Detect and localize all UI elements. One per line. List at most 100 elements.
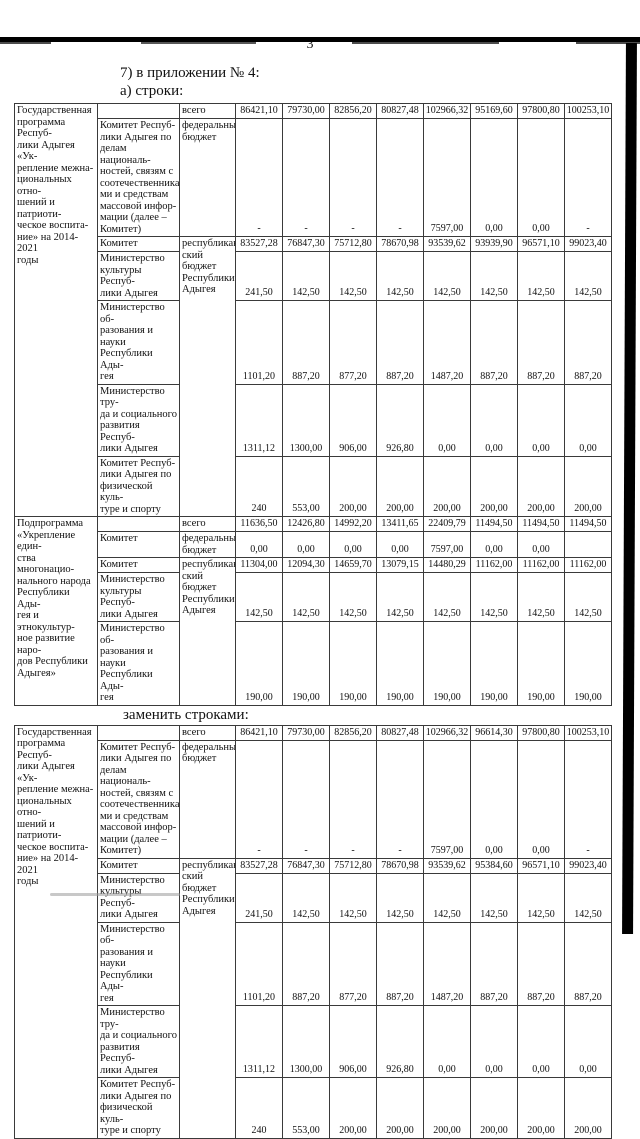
table-row: Министерство культуры Респуб- лики Адыге…: [15, 251, 612, 301]
amount-cell: 190,00: [517, 621, 565, 706]
amount-cell: 142,50: [282, 572, 330, 622]
amount-cell: 0,00: [517, 531, 565, 558]
table-row: Комитетреспубликан- ский бюджет Республи…: [15, 236, 612, 517]
amount-cell: 200,00: [423, 455, 471, 517]
agency-cell: Министерство тру- да и социального разви…: [97, 383, 180, 457]
amount-cell: 7597,00: [423, 739, 471, 859]
amount-cell: 142,50: [470, 251, 518, 301]
agency-cell: Комитет Респуб- лики Адыгея по делам нац…: [97, 118, 180, 237]
amount-cell: 142,50: [282, 872, 330, 923]
amount-cell: 887,20: [282, 300, 330, 385]
amount-cell: 200,00: [470, 455, 518, 517]
agency-cell: [97, 103, 180, 119]
amount-cell: 11494,50: [564, 516, 612, 532]
agency-cell: Министерство культуры Респуб- лики Адыге…: [97, 572, 180, 622]
table-row: Комитетфедеральный бюджет0,000,000,000,0…: [15, 531, 612, 558]
amount-cell: 82856,20: [329, 724, 377, 741]
amount-cell: 142,50: [376, 251, 424, 301]
amount-cell: -: [329, 118, 377, 237]
amount-cell: 200,00: [564, 1077, 612, 1139]
amount-cell: -: [376, 118, 424, 237]
amount-cell: 97800,80: [517, 724, 565, 741]
amount-cell: 142,50: [376, 872, 424, 923]
amount-cell: 1300,00: [282, 1005, 330, 1078]
amount-cell: 96571,10: [517, 857, 565, 874]
amount-cell: 93539,62: [423, 857, 471, 874]
amount-cell: 80827,48: [376, 724, 424, 741]
amount-cell: 1101,20: [235, 300, 283, 385]
amount-cell: 877,20: [329, 921, 377, 1006]
amount-cell: 95384,60: [470, 857, 518, 874]
amount-cell: 0,00: [564, 1005, 612, 1078]
amount-cell: 142,50: [329, 572, 377, 622]
amount-cell: 0,00: [470, 739, 518, 859]
rows-table-replacement: Государственная программа Респуб- лики А…: [14, 724, 612, 1139]
amount-cell: 96571,10: [517, 236, 565, 252]
amount-cell: 142,50: [517, 572, 565, 622]
amount-cell: 241,50: [235, 872, 283, 923]
budget-type-cell: республикан- ский бюджет Республики Адыг…: [179, 236, 236, 517]
amount-cell: 0,00: [282, 531, 330, 558]
amount-cell: -: [282, 739, 330, 859]
amount-cell: 190,00: [376, 621, 424, 706]
amount-cell: 887,20: [517, 921, 565, 1006]
amount-cell: 11162,00: [564, 557, 612, 573]
agency-cell: Комитет Респуб- лики Адыгея по физическо…: [97, 1077, 180, 1139]
amount-cell: 190,00: [564, 621, 612, 706]
amount-cell: 887,20: [282, 921, 330, 1006]
budget-type-cell: федеральный бюджет: [179, 531, 236, 558]
amount-cell: 240: [235, 455, 283, 517]
amount-cell: 80827,48: [376, 103, 424, 119]
amount-cell: 11636,50: [235, 516, 283, 532]
amount-cell: 241,50: [235, 251, 283, 301]
budget-type-cell: всего: [179, 724, 236, 741]
amount-cell: 200,00: [376, 1077, 424, 1139]
amount-cell: 0,00: [470, 118, 518, 237]
amount-cell: 1311,12: [235, 1005, 283, 1078]
amount-cell: 142,50: [517, 872, 565, 923]
table-row: Комитетреспубликан- ский бюджет Республи…: [15, 557, 612, 706]
amount-cell: 200,00: [329, 455, 377, 517]
amount-cell: -: [282, 118, 330, 237]
amount-cell: 1487,20: [423, 921, 471, 1006]
amount-cell: 7597,00: [423, 118, 471, 237]
amount-cell: 99023,40: [564, 236, 612, 252]
amount-cell: 1101,20: [235, 921, 283, 1006]
rows-table-original: Государственная программа Респуб- лики А…: [14, 103, 612, 706]
amount-cell: 79730,00: [282, 724, 330, 741]
heading-rows: а) строки:: [120, 83, 184, 99]
amount-cell: 93939,90: [470, 236, 518, 252]
amount-cell: 76847,30: [282, 236, 330, 252]
amount-cell: 11162,00: [517, 557, 565, 573]
page-number: 3: [306, 37, 314, 52]
amount-cell: 142,50: [470, 872, 518, 923]
amount-cell: 142,50: [282, 251, 330, 301]
amount-cell: 0,00: [376, 531, 424, 558]
amount-cell: -: [564, 739, 612, 859]
amount-cell: 142,50: [564, 572, 612, 622]
agency-cell: Министерство об- разования и науки Респу…: [97, 921, 180, 1006]
program-name-cell: Государственная программа Респуб- лики А…: [14, 103, 98, 517]
agency-cell: Министерство об- разования и науки Респу…: [97, 621, 180, 706]
heading-replace-rows: заменить строками:: [123, 706, 249, 723]
amount-cell: 0,00: [423, 1005, 471, 1078]
amount-cell: 0,00: [423, 383, 471, 457]
table-row: Министерство тру- да и социального разви…: [15, 383, 612, 457]
amount-cell: 97800,80: [517, 103, 565, 119]
table-row: Государственная программа Респуб- лики А…: [14, 103, 612, 517]
table-row: Министерство культуры Респуб- лики Адыге…: [15, 572, 612, 622]
amount-cell: 142,50: [423, 872, 471, 923]
amount-cell: 102966,32: [423, 724, 471, 741]
amount-cell: 142,50: [423, 572, 471, 622]
agency-cell: Комитет: [97, 557, 180, 573]
budget-type-cell: федеральный бюджет: [179, 118, 236, 237]
agency-cell: Министерство тру- да и социального разви…: [97, 1005, 180, 1078]
amount-cell: 75712,80: [329, 236, 377, 252]
amount-cell: 142,50: [329, 872, 377, 923]
amount-cell: 0,00: [517, 118, 565, 237]
amount-cell: 22409,79: [423, 516, 471, 532]
amount-cell: -: [564, 118, 612, 237]
amount-cell: 11304,00: [235, 557, 283, 573]
amount-cell: 0,00: [470, 1005, 518, 1078]
amount-cell: 887,20: [564, 921, 612, 1006]
